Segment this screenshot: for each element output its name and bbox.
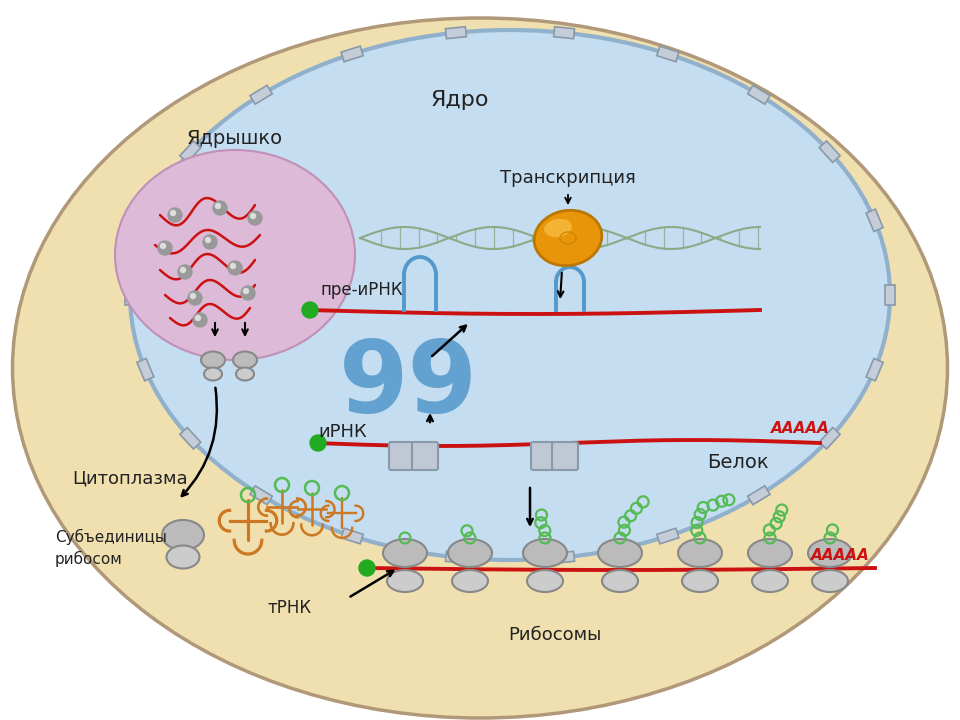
Circle shape — [205, 238, 210, 243]
Ellipse shape — [162, 520, 204, 550]
Circle shape — [310, 435, 326, 451]
Circle shape — [213, 201, 227, 215]
Polygon shape — [866, 359, 883, 381]
Text: пре-иРНК: пре-иРНК — [320, 281, 402, 299]
FancyBboxPatch shape — [531, 442, 557, 470]
Text: тРНК: тРНК — [268, 599, 312, 617]
Circle shape — [203, 235, 217, 249]
Circle shape — [196, 315, 201, 320]
Polygon shape — [250, 486, 273, 505]
Circle shape — [171, 210, 176, 215]
FancyBboxPatch shape — [552, 442, 578, 470]
Circle shape — [178, 265, 192, 279]
Ellipse shape — [201, 351, 225, 369]
Ellipse shape — [527, 570, 563, 592]
FancyBboxPatch shape — [412, 442, 438, 470]
Ellipse shape — [598, 539, 642, 567]
Polygon shape — [866, 210, 883, 232]
Circle shape — [230, 264, 235, 269]
Text: Белок: Белок — [708, 452, 769, 472]
Polygon shape — [341, 46, 363, 62]
Ellipse shape — [387, 570, 423, 592]
Ellipse shape — [812, 570, 848, 592]
Circle shape — [215, 204, 221, 209]
Text: Рибосомы: Рибосомы — [508, 626, 602, 644]
Polygon shape — [657, 46, 679, 62]
Polygon shape — [445, 552, 467, 563]
Polygon shape — [819, 141, 840, 163]
Polygon shape — [250, 85, 273, 104]
Circle shape — [158, 241, 172, 255]
Circle shape — [168, 208, 182, 222]
Ellipse shape — [752, 570, 788, 592]
Text: 99: 99 — [339, 336, 477, 433]
Text: Ядро: Ядро — [431, 90, 490, 110]
Circle shape — [193, 313, 207, 327]
Text: Цитоплазма: Цитоплазма — [72, 469, 187, 487]
Ellipse shape — [678, 539, 722, 567]
Ellipse shape — [204, 367, 222, 380]
Ellipse shape — [452, 570, 488, 592]
Polygon shape — [748, 486, 770, 505]
Circle shape — [248, 211, 262, 225]
Polygon shape — [885, 285, 895, 305]
Text: Транскрипция: Транскрипция — [500, 169, 636, 187]
Ellipse shape — [166, 546, 200, 569]
Polygon shape — [819, 428, 840, 449]
Polygon shape — [748, 85, 770, 104]
Polygon shape — [137, 210, 154, 232]
Circle shape — [188, 291, 202, 305]
Ellipse shape — [523, 539, 567, 567]
Ellipse shape — [115, 150, 355, 360]
Polygon shape — [341, 528, 363, 544]
Ellipse shape — [233, 351, 257, 369]
Ellipse shape — [544, 219, 572, 237]
Ellipse shape — [12, 18, 948, 718]
Polygon shape — [554, 552, 574, 563]
Ellipse shape — [448, 539, 492, 567]
Text: Ядрышко: Ядрышко — [187, 128, 283, 148]
Circle shape — [244, 289, 249, 294]
Polygon shape — [125, 285, 135, 305]
Text: Субъединицы
рибосом: Субъединицы рибосом — [55, 529, 167, 567]
Ellipse shape — [236, 367, 254, 380]
Circle shape — [180, 268, 185, 272]
Polygon shape — [657, 528, 679, 544]
Ellipse shape — [748, 539, 792, 567]
Polygon shape — [180, 141, 201, 163]
Ellipse shape — [808, 539, 852, 567]
Circle shape — [160, 243, 165, 248]
Circle shape — [302, 302, 318, 318]
Ellipse shape — [682, 570, 718, 592]
FancyBboxPatch shape — [389, 442, 415, 470]
Polygon shape — [180, 428, 201, 449]
Text: иРНК: иРНК — [318, 423, 367, 441]
Ellipse shape — [130, 30, 890, 560]
Circle shape — [241, 286, 255, 300]
Circle shape — [251, 214, 255, 218]
Ellipse shape — [383, 539, 427, 567]
Circle shape — [228, 261, 242, 275]
Text: ААААА: ААААА — [771, 420, 829, 436]
Polygon shape — [554, 27, 574, 39]
Polygon shape — [445, 27, 467, 39]
Ellipse shape — [602, 570, 638, 592]
Polygon shape — [137, 359, 154, 381]
Circle shape — [359, 560, 375, 576]
Circle shape — [190, 294, 196, 299]
Ellipse shape — [534, 210, 602, 266]
Text: ААААА: ААААА — [810, 547, 870, 562]
